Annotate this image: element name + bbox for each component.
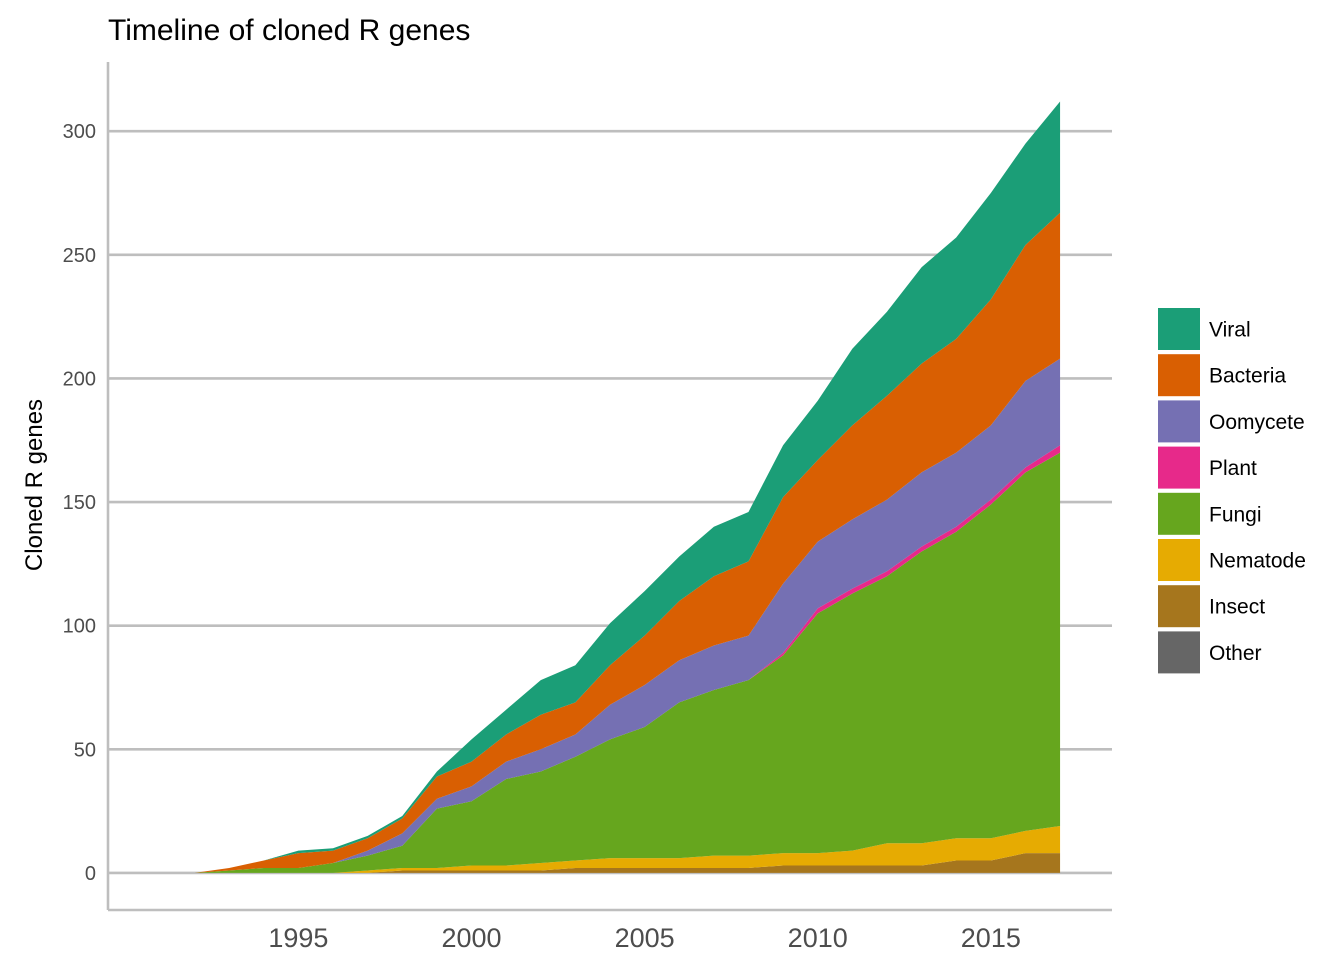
legend-label-nematode: Nematode (1209, 550, 1306, 573)
legend-label-plant: Plant (1209, 457, 1257, 480)
y-tick-label: 150 (63, 492, 96, 514)
area-series-nematode (194, 825, 1061, 873)
x-tick-label: 2005 (615, 923, 675, 953)
y-axis-label: Cloned R genes (21, 399, 48, 571)
axes: 0 50 100 150 200 250 300 1995 2000 2005 2010 2015 (63, 62, 1112, 953)
y-tick-label: 250 (63, 245, 96, 267)
stacked-areas (194, 101, 1061, 873)
legend-label-viral: Viral (1209, 319, 1251, 342)
x-tick-label: 1995 (268, 923, 328, 953)
x-tick-label: 2010 (788, 923, 848, 953)
legend-label-insect: Insect (1209, 596, 1265, 619)
legend-label-bacteria: Bacteria (1209, 365, 1286, 388)
y-tick-label: 300 (63, 121, 96, 143)
legend-label-other: Other (1209, 642, 1262, 665)
y-tick-label: 200 (63, 368, 96, 390)
legend-swatch-plant (1158, 446, 1200, 489)
y-tick-label: 50 (74, 739, 96, 761)
legend-swatch-insect (1158, 585, 1200, 628)
legend-swatch-fungi (1158, 492, 1200, 535)
area-series-fungi (194, 452, 1061, 873)
legend-swatch-bacteria (1158, 354, 1200, 397)
x-tick-label: 2015 (961, 923, 1021, 953)
y-tick-label: 0 (85, 863, 96, 885)
legend-swatch-viral (1158, 308, 1200, 350)
chart-title: Timeline of cloned R genes (108, 14, 470, 47)
legend-swatch-nematode (1158, 539, 1200, 581)
legend-swatch-oomycete (1158, 400, 1200, 443)
legend: Viral Bacteria Oomycete Plant Fungi Nematode I… (1158, 308, 1306, 674)
area-series-insect (194, 853, 1061, 873)
x-tick-label: 2000 (441, 923, 501, 953)
y-tick-label: 100 (63, 616, 96, 638)
legend-label-oomycete: Oomycete (1209, 411, 1305, 434)
legend-swatch-other (1158, 631, 1200, 674)
legend-label-fungi: Fungi (1209, 503, 1262, 526)
